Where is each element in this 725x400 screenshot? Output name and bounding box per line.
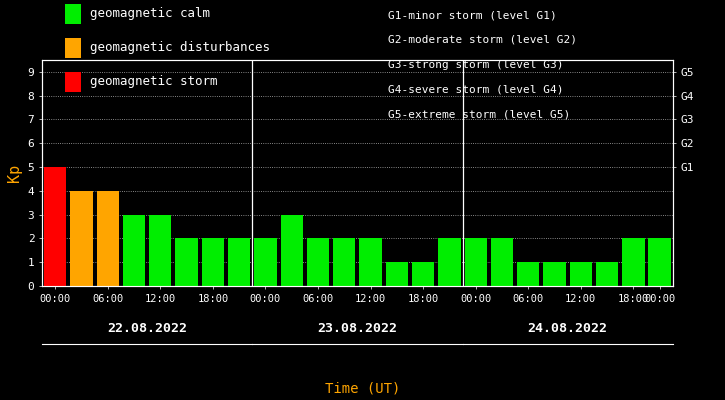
Bar <box>491 238 513 286</box>
Bar <box>517 262 539 286</box>
Bar <box>254 238 277 286</box>
Bar <box>386 262 408 286</box>
Bar <box>570 262 592 286</box>
Bar <box>44 167 67 286</box>
Bar <box>622 238 645 286</box>
Bar <box>648 238 671 286</box>
Text: geomagnetic calm: geomagnetic calm <box>90 8 210 20</box>
Bar <box>333 238 355 286</box>
Bar <box>175 238 198 286</box>
Text: G1-minor storm (level G1): G1-minor storm (level G1) <box>388 10 557 20</box>
Bar <box>202 238 224 286</box>
Text: G4-severe storm (level G4): G4-severe storm (level G4) <box>388 84 563 94</box>
Bar <box>149 215 172 286</box>
Text: 23.08.2022: 23.08.2022 <box>318 322 397 334</box>
Bar <box>96 191 119 286</box>
Bar <box>123 215 145 286</box>
Bar <box>438 238 460 286</box>
Bar <box>307 238 329 286</box>
Bar <box>360 238 382 286</box>
Bar <box>543 262 566 286</box>
Bar <box>70 191 93 286</box>
Bar <box>596 262 618 286</box>
Text: G3-strong storm (level G3): G3-strong storm (level G3) <box>388 60 563 70</box>
Text: G2-moderate storm (level G2): G2-moderate storm (level G2) <box>388 35 577 45</box>
Bar <box>465 238 487 286</box>
Text: 22.08.2022: 22.08.2022 <box>107 322 187 334</box>
Text: Time (UT): Time (UT) <box>325 381 400 395</box>
Text: 24.08.2022: 24.08.2022 <box>528 322 608 334</box>
Bar <box>228 238 250 286</box>
Text: geomagnetic storm: geomagnetic storm <box>90 76 218 88</box>
Text: geomagnetic disturbances: geomagnetic disturbances <box>90 42 270 54</box>
Y-axis label: Kp: Kp <box>7 164 22 182</box>
Bar <box>281 215 303 286</box>
Text: G5-extreme storm (level G5): G5-extreme storm (level G5) <box>388 109 570 119</box>
Bar <box>412 262 434 286</box>
